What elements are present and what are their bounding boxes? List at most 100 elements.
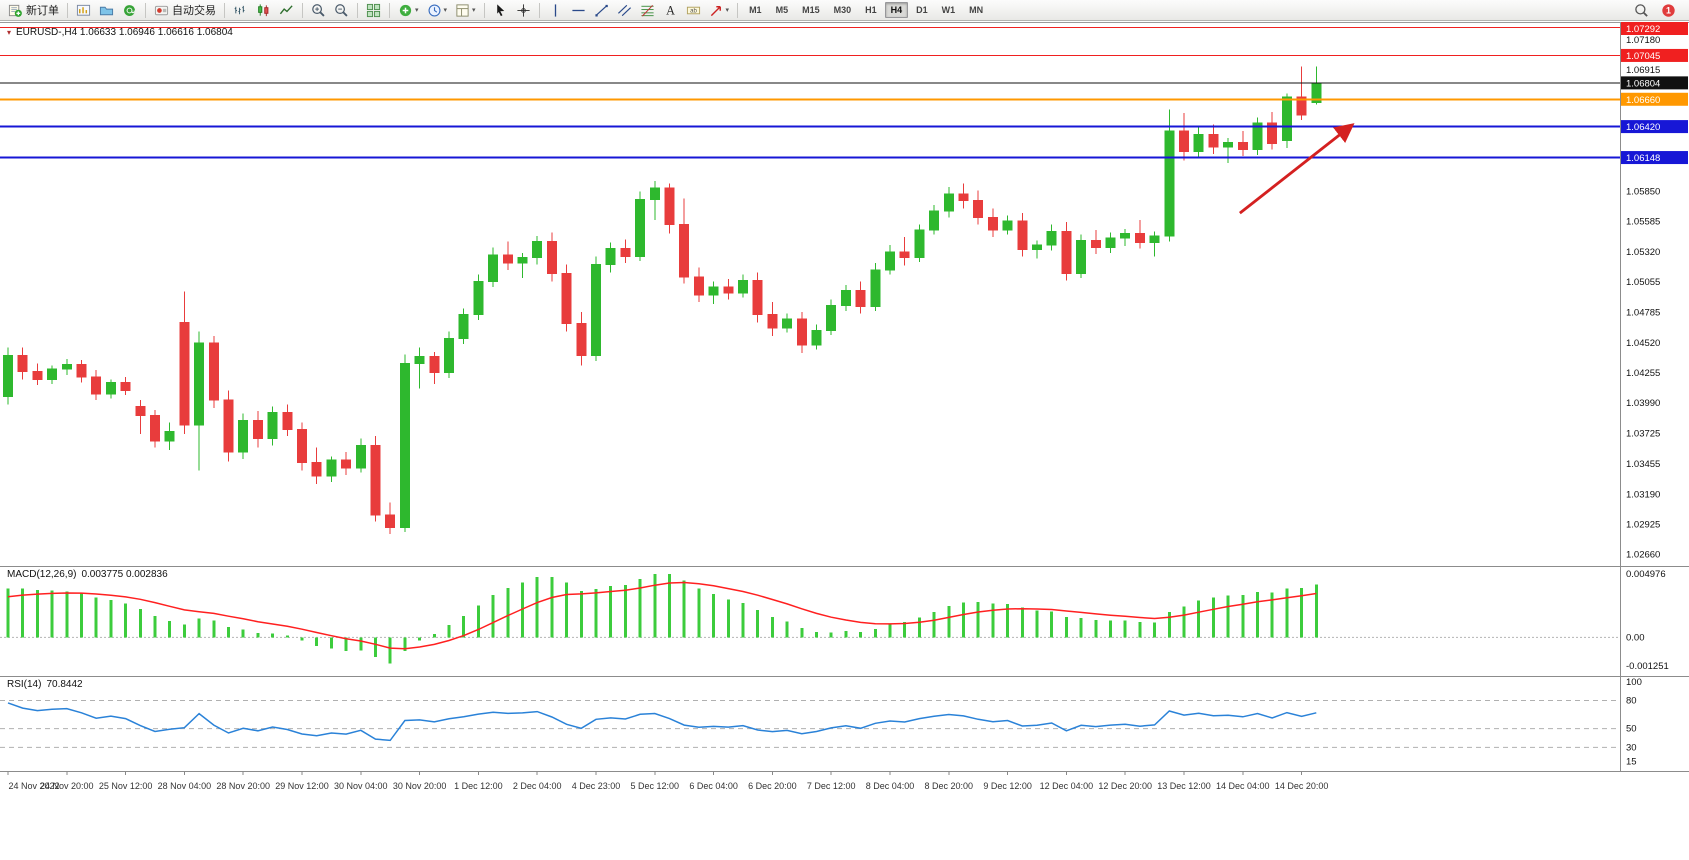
candle[interactable] <box>414 347 425 389</box>
candle[interactable] <box>105 379 116 399</box>
horizontal-line-button[interactable] <box>567 1 590 20</box>
candle[interactable] <box>120 377 131 396</box>
candle[interactable] <box>32 363 43 385</box>
trend-arrow-annotation[interactable] <box>1238 123 1355 215</box>
candle[interactable] <box>267 406 278 446</box>
candle[interactable] <box>826 299 837 335</box>
chart-plot-area[interactable] <box>0 23 1620 566</box>
candle[interactable] <box>1120 229 1131 247</box>
indicators-button[interactable]: ▾ <box>394 1 423 20</box>
candle[interactable] <box>1193 127 1204 159</box>
candle[interactable] <box>252 411 263 448</box>
candle[interactable] <box>1149 231 1160 257</box>
candle[interactable] <box>502 241 513 271</box>
trendline-button[interactable] <box>590 1 613 20</box>
mql5-community-button[interactable] <box>118 1 141 20</box>
candle[interactable] <box>1105 232 1116 253</box>
candle[interactable] <box>1223 137 1234 164</box>
candle[interactable] <box>444 331 454 379</box>
candle[interactable] <box>1267 111 1278 150</box>
timeframe-button-m30[interactable]: M30 <box>833 5 852 15</box>
timeframe-button-d1[interactable]: D1 <box>916 5 928 15</box>
candle[interactable] <box>635 191 646 261</box>
candle[interactable] <box>914 224 925 263</box>
crosshair-button[interactable] <box>512 1 535 20</box>
candle[interactable] <box>1076 234 1087 278</box>
candle[interactable] <box>1296 66 1307 120</box>
candles-group[interactable] <box>3 66 1322 535</box>
line-chart-button[interactable] <box>275 1 298 20</box>
candle[interactable] <box>649 181 660 220</box>
candle[interactable] <box>1046 224 1057 251</box>
candle[interactable] <box>899 237 910 266</box>
candle[interactable] <box>767 301 778 337</box>
candle[interactable] <box>943 186 954 218</box>
candle[interactable] <box>1252 117 1263 156</box>
candle[interactable] <box>576 312 587 366</box>
candle[interactable] <box>179 291 190 434</box>
candle[interactable] <box>885 244 895 275</box>
candle[interactable] <box>811 324 822 350</box>
chart-profiles-button[interactable] <box>95 1 118 20</box>
candle[interactable] <box>708 281 719 305</box>
candle[interactable] <box>194 331 205 471</box>
vertical-line-button[interactable] <box>544 1 567 20</box>
candle[interactable] <box>1090 230 1101 255</box>
candle[interactable] <box>1134 219 1145 249</box>
candle[interactable] <box>458 308 469 345</box>
candle[interactable] <box>341 452 352 475</box>
candle[interactable] <box>840 284 851 312</box>
text-button[interactable]: A <box>659 1 682 20</box>
fibonacci-button[interactable] <box>636 1 659 20</box>
candle[interactable] <box>326 456 337 482</box>
candle[interactable] <box>47 365 58 384</box>
candle[interactable] <box>929 205 940 235</box>
autotrading-button[interactable]: 自动交易 <box>150 1 220 20</box>
candle[interactable] <box>473 274 484 321</box>
candle[interactable] <box>370 436 381 522</box>
timeframe-button-mn[interactable]: MN <box>969 5 984 15</box>
candle[interactable] <box>664 183 675 234</box>
timeframe-button-h1[interactable]: H1 <box>865 5 877 15</box>
candle[interactable] <box>561 264 572 332</box>
candle[interactable] <box>855 281 866 314</box>
candle[interactable] <box>297 422 307 471</box>
tile-windows-button[interactable] <box>362 1 385 20</box>
candle[interactable] <box>311 447 322 485</box>
text-label-button[interactable]: ab <box>682 1 705 20</box>
equidistant-channel-button[interactable] <box>613 1 636 20</box>
candle[interactable] <box>488 247 499 288</box>
candle[interactable] <box>1208 124 1219 154</box>
cursor-button[interactable] <box>489 1 512 20</box>
candle[interactable] <box>752 272 763 323</box>
candle[interactable] <box>135 399 146 434</box>
candle[interactable] <box>399 354 410 532</box>
candle[interactable] <box>958 183 969 209</box>
candle[interactable] <box>973 190 984 225</box>
candle[interactable] <box>693 267 704 302</box>
candle[interactable] <box>796 312 807 354</box>
templates-button[interactable]: ▾ <box>451 1 480 20</box>
candle[interactable] <box>870 263 881 312</box>
bar-chart-button[interactable] <box>229 1 252 20</box>
candle[interactable] <box>738 274 748 298</box>
candle[interactable] <box>223 390 234 462</box>
candle[interactable] <box>238 413 249 459</box>
candle[interactable] <box>1002 215 1013 235</box>
candle[interactable] <box>91 370 102 400</box>
candle[interactable] <box>1061 222 1072 281</box>
macd-panel[interactable]: 0.004976 0.00 -0.001251 <box>0 569 1669 672</box>
candle[interactable] <box>17 347 28 380</box>
periods-button[interactable]: ▾ <box>423 1 452 20</box>
candle[interactable] <box>282 404 293 437</box>
timeframe-button-w1[interactable]: W1 <box>941 5 956 15</box>
candle[interactable] <box>164 422 175 450</box>
zoom-in-button[interactable] <box>307 1 330 20</box>
timeframe-button-m5[interactable]: M5 <box>775 5 789 15</box>
arrows-button[interactable]: ▾ <box>705 1 734 20</box>
price-axis[interactable] <box>1620 23 1689 771</box>
candle[interactable] <box>1237 131 1248 157</box>
candle[interactable] <box>208 336 219 408</box>
candle[interactable] <box>1017 213 1028 257</box>
timeframe-button-m15[interactable]: M15 <box>802 5 820 15</box>
